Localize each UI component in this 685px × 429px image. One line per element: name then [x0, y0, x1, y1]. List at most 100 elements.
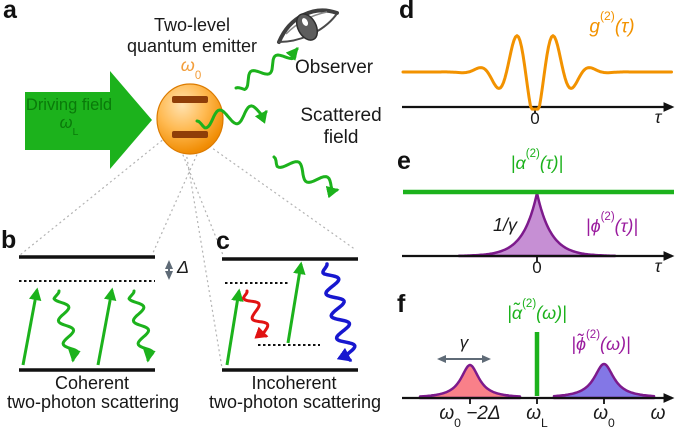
absorption-arrow: [96, 287, 117, 366]
phi-post: (τ)|: [614, 216, 639, 236]
e-tau-axis-label: τ: [654, 256, 662, 276]
blue-photon-wavy-arrow: [321, 262, 357, 362]
e-zero-tick-label: 0: [532, 258, 542, 277]
alpha-sup: (2): [525, 147, 540, 160]
zoom-guide-lines: [19, 133, 357, 369]
panel-letter-f: f: [397, 290, 406, 318]
omega: ω: [59, 114, 73, 132]
red-sideband-lorentzian-peak: [418, 363, 522, 400]
d-tau-axis-label: τ: [654, 107, 662, 127]
inverse-gamma-label: 1/γ: [492, 215, 518, 235]
red-photon-wavy-arrow: [242, 289, 270, 339]
alpha2-omega-label: |α̃(2)(ω)|: [507, 298, 567, 323]
panel-letter-e: e: [397, 147, 411, 175]
phi-sup: (2): [585, 328, 601, 341]
incoherent-caption-line1: Incoherent: [251, 373, 337, 393]
phi-cusp-group: [457, 191, 617, 258]
driving-field-arrow: [25, 71, 152, 169]
panel-letter-d: d: [399, 0, 415, 24]
scattered-photon-wavy-arrow: [272, 155, 340, 199]
omega: ω: [439, 403, 455, 424]
scattered-field-line1: Scattered: [300, 105, 382, 126]
zoom-guide-line: [180, 149, 224, 256]
zoom-guide-line: [204, 142, 357, 251]
panel-c-levels: [222, 257, 358, 372]
absorption-arrow: [286, 261, 306, 344]
g2-label: g(2)(τ): [589, 9, 635, 38]
absorption-arrow: [21, 287, 42, 366]
alpha-post: (τ)|: [539, 153, 564, 173]
g2-pre: g: [589, 16, 600, 38]
rest: −2Δ: [460, 403, 501, 424]
alpha2-tau-label: |α(2)(τ)|: [510, 148, 564, 173]
omega-sub: L: [541, 416, 548, 429]
coherent-emission-wavy-arrow: [127, 289, 156, 363]
panel-b-wavy-arrows: [52, 289, 156, 363]
omega-sub: 0: [608, 416, 615, 429]
zoom-guide-line: [19, 133, 171, 256]
tick-label-omega0: ω0: [593, 403, 615, 429]
alpha-post: (ω)|: [536, 303, 567, 323]
upper-energy-level-bar: [172, 96, 208, 103]
coherent-caption-line1: Coherent: [54, 373, 130, 393]
omega: ω: [593, 403, 609, 424]
absorption-arrow: [225, 288, 244, 366]
observer-label: Observer: [295, 57, 374, 78]
emitter-frequency-label: ω0: [180, 55, 202, 82]
lower-energy-level-bar: [172, 131, 208, 138]
phi-cusp-peak: [457, 191, 617, 258]
alpha-pre: |α: [510, 153, 526, 173]
coherent-caption-line2: two-photon scattering: [6, 392, 180, 412]
tick-label-omegaL: ωL: [526, 403, 548, 429]
zoom-guide-line: [185, 151, 223, 369]
scattered-photon-wavy-arrow: [195, 104, 268, 130]
driving-field-label: Driving field: [25, 96, 113, 114]
panel-b-levels: [19, 255, 173, 372]
panel-letter-b: b: [1, 226, 17, 254]
driving-frequency-label: ωL: [59, 114, 79, 139]
panel-a-wavy-arrows: [195, 47, 340, 199]
scattered-field-line2: field: [323, 127, 359, 148]
coherent-emission-wavy-arrow: [52, 289, 81, 363]
phi2-omega-label: |ϕ̃(2)(ω)|: [571, 329, 631, 354]
panel-c-wavy-arrows: [242, 262, 357, 362]
f-omega-axis-label: ω: [650, 403, 666, 424]
phi-post: (ω)|: [600, 334, 631, 354]
detuning-label: Δ: [177, 257, 190, 277]
gamma-label: γ: [459, 333, 469, 352]
eye-highlight: [301, 18, 309, 26]
panel-letter-c: c: [216, 227, 230, 255]
eye-iris: [295, 13, 319, 41]
phi-pre: |ϕ̃: [571, 334, 586, 354]
omega-sub: 0: [454, 416, 461, 429]
phi2-tau-label: |ϕ(2)(τ)|: [585, 211, 639, 236]
panel-e-axis: [402, 189, 675, 262]
emitter-frequency-lorentzian-peak: [552, 362, 656, 400]
panel-letter-a: a: [3, 0, 17, 24]
d-zero-tick-label: 0: [530, 109, 540, 128]
spectrum-peaks-group: [418, 362, 656, 400]
emitter-title-line1: Two-level: [153, 15, 231, 35]
zoom-guide-line: [151, 149, 200, 256]
observer-eye-icon: [277, 8, 339, 44]
g2-sup: (2): [599, 8, 615, 23]
photon-to-observer-wavy-arrow: [234, 47, 299, 91]
g2-correlation-curve: [401, 34, 673, 111]
g2-curve-group: [401, 34, 673, 111]
alpha-sup: (2): [522, 297, 537, 310]
panel-f-axis: [402, 332, 675, 404]
phi-sup: (2): [600, 210, 615, 223]
omega: ω: [526, 403, 542, 424]
incoherent-caption-line2: two-photon scattering: [208, 392, 382, 412]
g2-post: (τ): [614, 16, 635, 38]
omega-sub: L: [72, 126, 79, 139]
panel-a-art: [25, 8, 339, 169]
omega: ω: [180, 55, 195, 75]
omega-sub: 0: [194, 69, 202, 82]
phi-pre: |ϕ: [585, 216, 601, 236]
alpha-pre: |α̃: [507, 303, 523, 323]
emitter-title-line2: quantum emitter: [126, 36, 258, 56]
tick-label-omega0-minus-2delta: ω0 −2Δ: [439, 403, 501, 429]
